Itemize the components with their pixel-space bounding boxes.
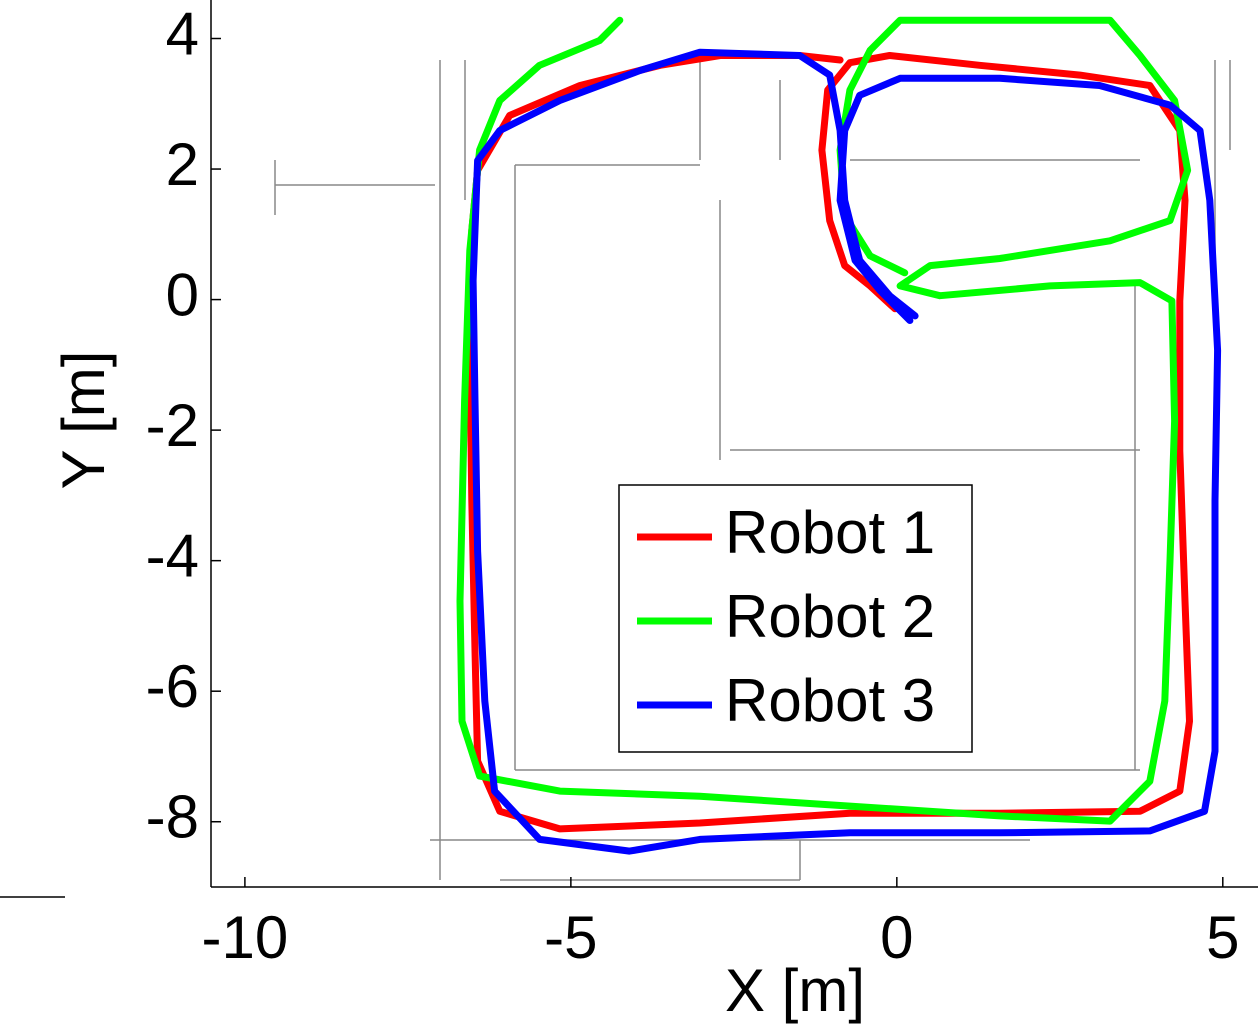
chart: X [m] Y [m] -10 -5 0 5 -8 -6 -4 -2 0 2 4 Robot 1 Rob… — [0, 0, 1258, 1027]
legend-label: Robot 2 — [725, 583, 935, 650]
x-tick-label: 5 — [1206, 904, 1239, 971]
y-tick-label: -8 — [146, 784, 199, 851]
y-tick-label: 4 — [166, 0, 199, 67]
y-axis-label: Y [m] — [50, 351, 117, 490]
y-tick-label: 0 — [166, 261, 199, 328]
y-tick-label: -4 — [146, 523, 199, 590]
y-tick-label: 2 — [166, 131, 199, 198]
x-tick-label: 0 — [880, 904, 913, 971]
y-tick-label: -2 — [146, 392, 199, 459]
legend-label: Robot 1 — [725, 499, 935, 566]
y-tick-label: -6 — [146, 653, 199, 720]
x-axis-label: X [m] — [725, 957, 865, 1024]
map-background — [275, 60, 1230, 880]
x-tick-label: -10 — [202, 904, 289, 971]
legend-label: Robot 3 — [725, 667, 935, 734]
x-tick-label: -5 — [544, 904, 597, 971]
